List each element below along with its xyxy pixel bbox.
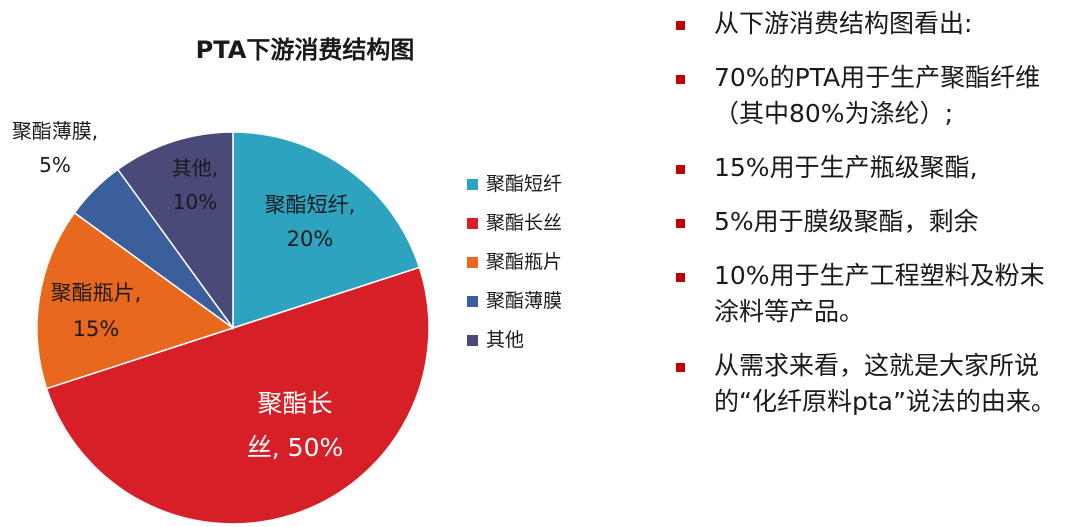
legend-swatch-4 — [467, 296, 478, 307]
legend-label-2: 聚酯长丝 — [486, 212, 562, 234]
legend-swatch-3 — [467, 257, 478, 268]
square-bullet-icon — [676, 165, 685, 174]
square-bullet-icon — [676, 273, 685, 282]
square-bullet-icon — [676, 75, 685, 84]
bullet-item: 10%用于生产工程塑料及粉末涂料等产品。 — [668, 258, 1068, 330]
bullet-text: 10%用于生产工程塑料及粉末涂料等产品。 — [714, 261, 1045, 326]
bullet-text: 从下游消费结构图看出: — [714, 9, 973, 38]
bullet-item: 从需求来看，这就是大家所说的“化纤原料pta”说法的由来。 — [668, 348, 1068, 420]
bullet-item: 5%用于膜级聚酯，剩余 — [668, 204, 1068, 240]
slice-label-3: 聚酯瓶片, 15% — [51, 281, 142, 341]
bullet-list: 从下游消费结构图看出: 70%的PTA用于生产聚酯纤维（其中80%为涤纶）; 1… — [668, 6, 1068, 438]
legend-label-1: 聚酯短纤 — [486, 173, 562, 195]
pie-slice-3 — [36, 211, 235, 390]
legend-label-3: 聚酯瓶片 — [486, 251, 562, 273]
legend-label-5: 其他 — [486, 329, 524, 351]
pie-slice-1 — [232, 131, 421, 330]
bullet-text: 15%用于生产瓶级聚酯, — [714, 153, 978, 182]
bullet-item: 15%用于生产瓶级聚酯, — [668, 150, 1068, 186]
legend-label-4: 聚酯薄膜 — [486, 290, 562, 312]
bullet-text: 从需求来看，这就是大家所说的“化纤原料pta”说法的由来。 — [714, 351, 1056, 416]
legend-swatch-5 — [467, 335, 478, 346]
slice-label-4: 聚酯薄膜, 5% — [12, 119, 98, 177]
square-bullet-icon — [676, 21, 685, 30]
square-bullet-icon — [676, 363, 685, 372]
bullet-item: 70%的PTA用于生产聚酯纤维（其中80%为涤纶）; — [668, 60, 1068, 132]
slice-label-2: 聚酯长丝, 50% — [247, 389, 343, 462]
pie-chart: PTA下游消费结构图 聚酯短纤, 20% 聚酯长丝, 50% 聚酯瓶片, 15% 聚酯薄膜… — [12, 36, 562, 525]
bullet-text: 5%用于膜级聚酯，剩余 — [714, 207, 979, 236]
chart-title: PTA下游消费结构图 — [196, 36, 415, 64]
pie-slice-2 — [45, 266, 430, 525]
slice-label-1: 聚酯短纤, 20% — [265, 193, 356, 251]
slice-label-5: 其他, 10% — [172, 156, 218, 214]
square-bullet-icon — [676, 219, 685, 228]
bullet-text: 70%的PTA用于生产聚酯纤维（其中80%为涤纶）; — [714, 63, 1041, 128]
legend-swatch-2 — [467, 218, 478, 229]
legend-swatch-1 — [467, 179, 478, 190]
pie-slice-5 — [116, 131, 234, 331]
bullet-item: 从下游消费结构图看出: — [668, 6, 1068, 42]
